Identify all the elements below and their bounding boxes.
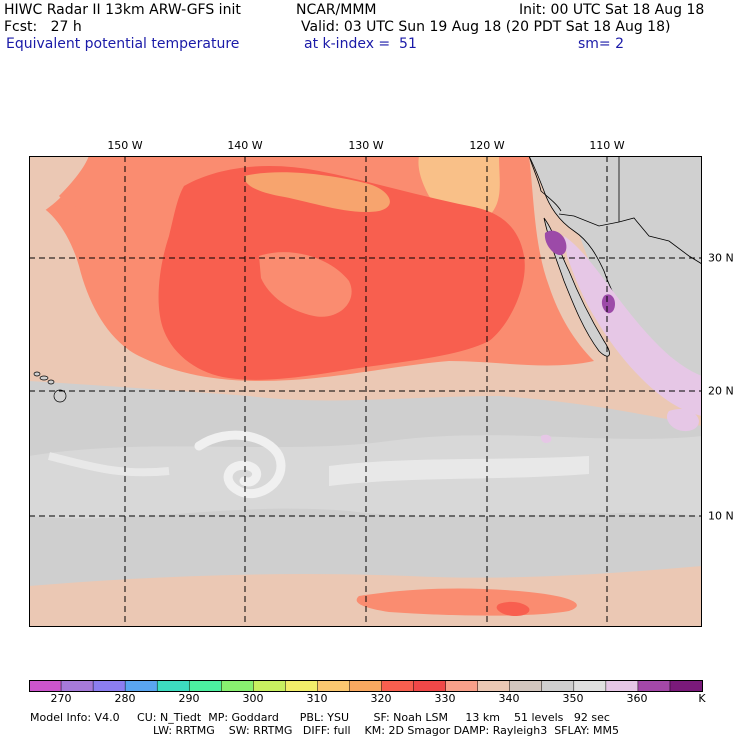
gulf-lavender: [564, 236, 702, 416]
colorbar-cell: [92, 680, 126, 692]
colorbar-cell: [541, 680, 575, 692]
cbar-label-320: 320: [370, 692, 392, 705]
colorbar-cell: [253, 680, 287, 692]
model-info-line2: LW: RRTMG SW: RRTMG DIFF: full KM: 2D Sm…: [153, 724, 619, 737]
colorbar-cell: [669, 680, 703, 692]
cbar-unit: K: [698, 692, 706, 705]
northwest-tan-patch: [29, 156, 89, 218]
colorbar-frame: [29, 680, 703, 692]
colorbar-cell: [156, 680, 190, 692]
forecast-hour: Fcst: 27 h: [4, 19, 82, 35]
us-mexico-border: [558, 213, 702, 265]
colorbar-cell: [317, 680, 351, 692]
map-frame: [29, 156, 702, 627]
cbar-label-280: 280: [114, 692, 136, 705]
colorbar-cell: [221, 680, 255, 692]
cloud-streak-west: [48, 452, 170, 477]
lon-label-130w: 130 W: [348, 139, 384, 152]
valid-time: Valid: 03 UTC Sun 19 Aug 18 (20 PDT Sat …: [301, 19, 671, 35]
colorbar-cell: [413, 680, 447, 692]
cbar-label-300: 300: [242, 692, 264, 705]
colorbar-cell: [477, 680, 511, 692]
cbar-label-340: 340: [498, 692, 520, 705]
graticule: [29, 156, 702, 627]
colorbar-cell: [637, 680, 671, 692]
colorbar-cell: [188, 680, 223, 692]
purple-pocket-north: [544, 230, 567, 256]
orange-pocket: [259, 252, 352, 317]
colorbar-cell: [349, 680, 383, 692]
colorbar-cell: [29, 680, 62, 692]
orange-pocket-north: [244, 172, 390, 213]
colorbar-cell: [573, 680, 607, 692]
lavender-speck: [540, 434, 552, 444]
lavender-patch-southeast: [666, 409, 699, 432]
cloud-band-south: [329, 456, 589, 486]
cbar-label-330: 330: [434, 692, 456, 705]
south-red-spot: [496, 601, 530, 617]
colorbar-cell: [381, 680, 415, 692]
lon-label-140w: 140 W: [227, 139, 263, 152]
model-title: HIWC Radar II 13km ARW-GFS init: [4, 2, 241, 18]
init-time: Init: 00 UTC Sat 18 Aug 18: [519, 2, 705, 18]
cbar-label-310: 310: [306, 692, 328, 705]
hawaii-islands: [33, 371, 67, 403]
colorbar-cell: [445, 680, 479, 692]
cbar-label-270: 270: [50, 692, 72, 705]
cbar-label-360: 360: [626, 692, 648, 705]
colorbar-cell: [124, 680, 158, 692]
coastline-california: [528, 156, 562, 212]
lat-label-20n: 20 N: [708, 384, 734, 398]
cbar-label-290: 290: [178, 692, 200, 705]
cbar-label-350: 350: [562, 692, 584, 705]
colorbar-cell: [509, 680, 543, 692]
model-info-line1: Model Info: V4.0 CU: N_Tiedt MP: Goddard…: [30, 711, 610, 724]
lon-label-150w: 150 W: [107, 139, 143, 152]
colorbar-cell: [605, 680, 639, 692]
purple-pocket-south: [601, 294, 615, 314]
smoothing: sm= 2: [578, 36, 625, 52]
theta-e-map: [29, 156, 702, 627]
northwest-salmon-patch: [59, 156, 179, 212]
field-name: Equivalent potential temperature: [6, 36, 240, 52]
k-index: at k-index = 51: [304, 36, 417, 52]
colorbar: [29, 680, 703, 692]
org-label: NCAR/MMM: [296, 2, 377, 18]
lat-label-10n: 10 N: [708, 509, 734, 523]
cloud-swirls: [194, 430, 286, 499]
lon-label-110w: 110 W: [589, 139, 625, 152]
lat-label-30n: 30 N: [708, 251, 734, 265]
colorbar-cell: [285, 680, 319, 692]
red-core: [158, 166, 525, 380]
colorbar-cell: [60, 680, 94, 692]
lon-label-120w: 120 W: [469, 139, 505, 152]
